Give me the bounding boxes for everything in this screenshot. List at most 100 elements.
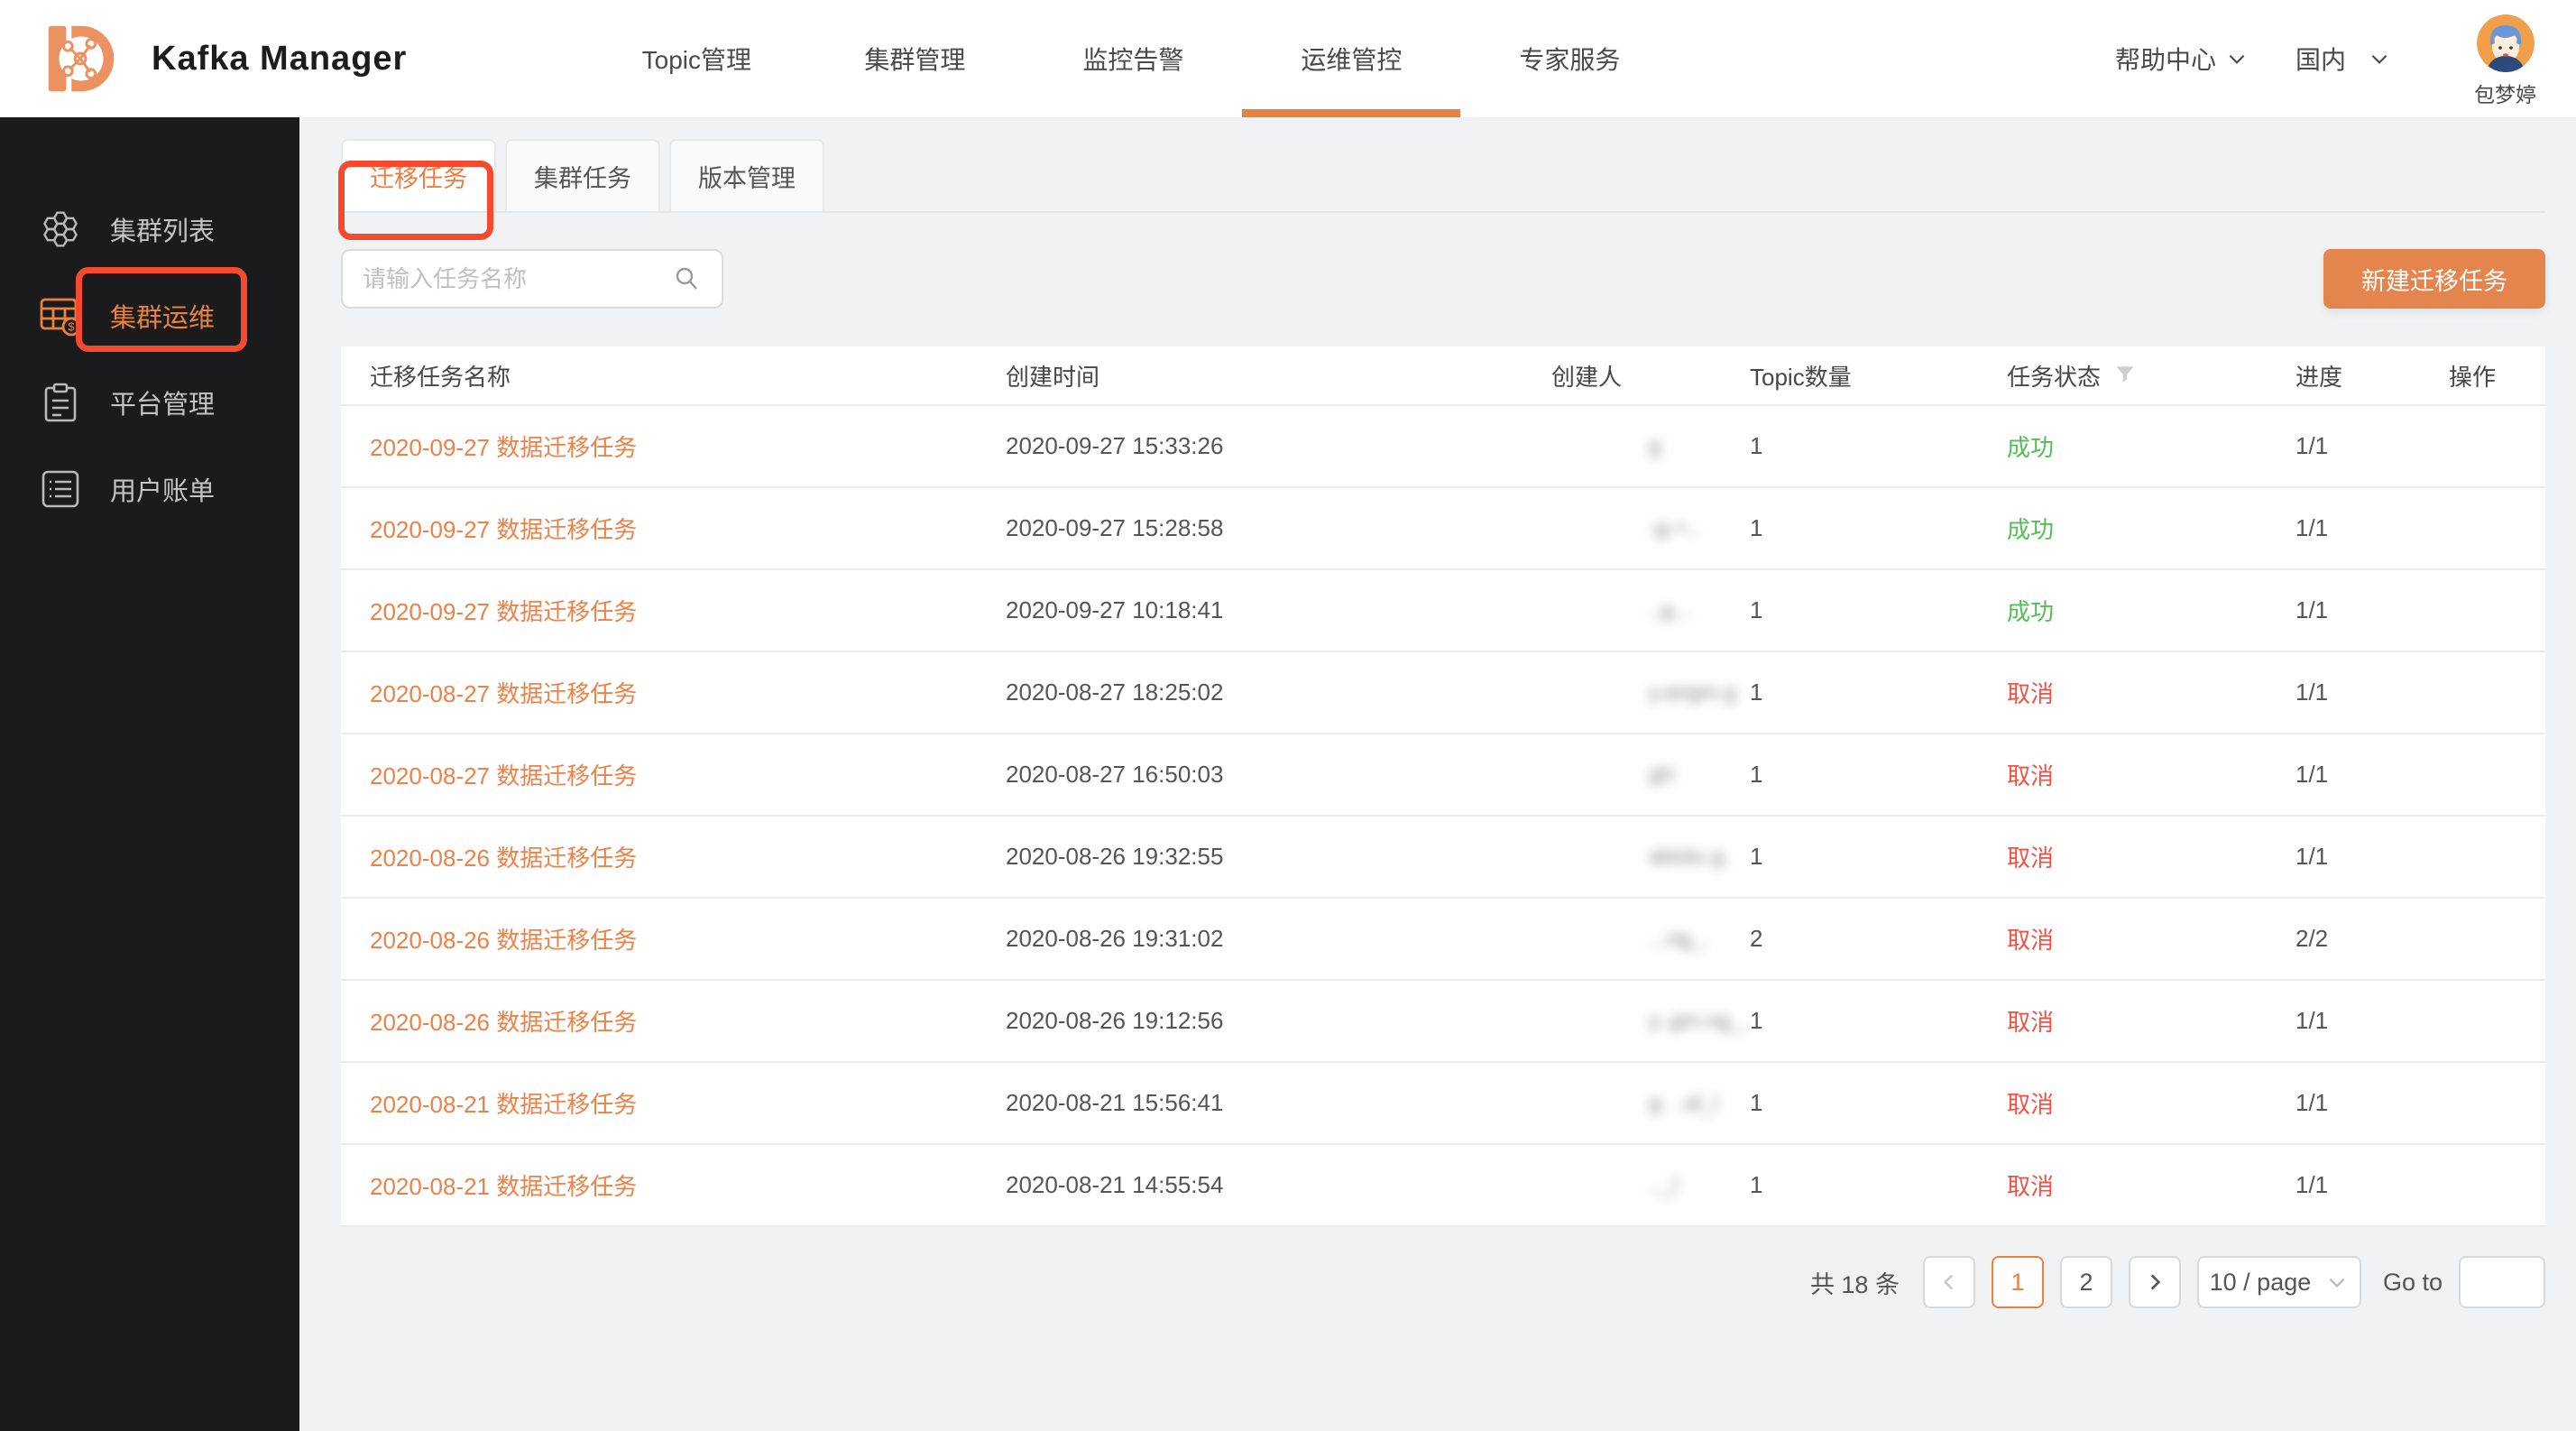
page-size-select[interactable]: 10 / page <box>2196 1256 2361 1308</box>
column-header-creator: 创建人 <box>1551 363 1623 391</box>
table-row: 2020-09-27 数据迁移任务 2020-09-27 15:33:26 g … <box>341 406 2545 488</box>
table-row: 2020-08-27 数据迁移任务 2020-08-27 18:25:02 y.… <box>341 652 2545 734</box>
nav-cluster-management[interactable]: 集群管理 <box>864 46 966 74</box>
table-row: 2020-09-27 数据迁移任务 2020-09-27 15:28:58 -g… <box>341 488 2545 570</box>
billing-table-icon: $ <box>40 298 81 337</box>
created-time: 2020-09-27 15:28:58 <box>1006 514 1224 541</box>
created-time: 2020-09-27 15:33:26 <box>1006 432 1224 459</box>
hexagon-cluster-icon <box>43 211 78 247</box>
task-name-link[interactable]: 2020-08-27 数据迁移任务 <box>370 680 638 707</box>
user-profile[interactable]: 包梦婷 <box>2474 14 2536 108</box>
tab-bar: 迁移任务 集群任务 版本管理 <box>341 137 2545 213</box>
column-header-actions: 操作 <box>2449 363 2497 391</box>
creator-redacted: y..gm.ng_. <box>1649 1008 1749 1033</box>
tab-migration-tasks[interactable]: 迁移任务 <box>341 139 496 211</box>
goto-label: Go to <box>2382 1268 2443 1296</box>
status-badge: 成功 <box>2007 598 2055 625</box>
status-badge: 取消 <box>2007 1091 2055 1118</box>
task-name-link[interactable]: 2020-09-27 数据迁移任务 <box>370 598 638 625</box>
avatar <box>2476 14 2535 72</box>
sidebar-item-platform-management[interactable]: 平台管理 <box>0 359 299 446</box>
table-row: 2020-08-21 数据迁移任务 2020-08-21 14:55:54 ..… <box>341 1145 2545 1227</box>
creator-redacted: abislu g. <box>1649 844 1730 869</box>
task-name-link[interactable]: 2020-08-26 数据迁移任务 <box>370 927 638 954</box>
status-badge: 取消 <box>2007 1009 2055 1036</box>
status-badge: 取消 <box>2007 1173 2055 1200</box>
topic-count: 2 <box>1750 925 1763 952</box>
create-migration-task-button[interactable]: 新建迁移任务 <box>2323 249 2545 309</box>
sidebar-item-label: 平台管理 <box>110 391 216 420</box>
table-header-row: 迁移任务名称 创建时间 创建人 Topic数量 任务状态 进度 操作 <box>341 346 2545 406</box>
search-input[interactable] <box>363 264 671 293</box>
chevron-left-icon <box>1943 1274 1954 1290</box>
task-name-link[interactable]: 2020-09-27 数据迁移任务 <box>370 434 638 461</box>
progress-value: 1/1 <box>2295 432 2329 459</box>
created-time: 2020-08-21 14:55:54 <box>1006 1171 1224 1198</box>
creator-redacted: ...ng_. <box>1649 926 1709 951</box>
topic-count: 1 <box>1750 596 1763 623</box>
prev-page-button[interactable] <box>1922 1256 1975 1308</box>
nav-ops-control[interactable]: 运维管控 <box>1242 0 1461 117</box>
task-name-link[interactable]: 2020-08-21 数据迁移任务 <box>370 1173 638 1200</box>
column-header-topic-count: Topic数量 <box>1750 363 1852 391</box>
table-row: 2020-08-26 数据迁移任务 2020-08-26 19:31:02 ..… <box>341 899 2545 981</box>
progress-value: 1/1 <box>2295 1007 2329 1034</box>
goto-page-input[interactable] <box>2459 1256 2545 1308</box>
svg-text:$: $ <box>68 320 75 334</box>
task-name-link[interactable]: 2020-09-27 数据迁移任务 <box>370 516 638 543</box>
topic-count: 1 <box>1750 1089 1763 1116</box>
search-icon[interactable] <box>671 263 702 294</box>
task-name-link[interactable]: 2020-08-27 数据迁移任务 <box>370 762 638 789</box>
status-badge: 取消 <box>2007 762 2055 789</box>
progress-value: 1/1 <box>2295 596 2329 623</box>
app-logo-icon <box>40 14 128 103</box>
chevron-down-icon <box>2329 1278 2345 1288</box>
created-time: 2020-09-27 10:18:41 <box>1006 596 1224 623</box>
sidebar-item-cluster-ops[interactable]: $ 集群运维 <box>0 272 299 359</box>
region-dropdown[interactable]: 国内 <box>2295 41 2391 77</box>
creator-redacted: g. ..al_l <box>1649 1090 1719 1115</box>
tab-cluster-tasks[interactable]: 集群任务 <box>505 139 660 211</box>
tab-version-management[interactable]: 版本管理 <box>669 139 824 211</box>
sidebar-item-cluster-list[interactable]: 集群列表 <box>0 186 299 272</box>
status-badge: 取消 <box>2007 680 2055 707</box>
chevron-down-icon <box>2371 54 2387 64</box>
nav-monitoring-alerts[interactable]: 监控告警 <box>1082 46 1184 74</box>
created-time: 2020-08-26 19:12:56 <box>1006 1007 1224 1034</box>
progress-value: 1/1 <box>2295 679 2329 706</box>
topic-count: 1 <box>1750 1007 1763 1034</box>
topic-count: 1 <box>1750 679 1763 706</box>
page-button-2[interactable]: 2 <box>2059 1256 2112 1308</box>
table-row: 2020-08-21 数据迁移任务 2020-08-21 15:56:41 g.… <box>341 1063 2545 1145</box>
topic-count: 1 <box>1750 514 1763 541</box>
topic-count: 1 <box>1750 761 1763 788</box>
filter-funnel-icon[interactable] <box>2113 364 2137 387</box>
task-name-link[interactable]: 2020-08-26 数据迁移任务 <box>370 845 638 872</box>
created-time: 2020-08-26 19:32:55 <box>1006 843 1224 870</box>
created-time: 2020-08-26 19:31:02 <box>1006 925 1224 952</box>
progress-value: 1/1 <box>2295 514 2329 541</box>
page-button-1[interactable]: 1 <box>1991 1256 2044 1308</box>
creator-redacted: y.angm.g <box>1649 679 1736 705</box>
table-row: 2020-08-26 数据迁移任务 2020-08-26 19:32:55 ab… <box>341 817 2545 899</box>
next-page-button[interactable] <box>2128 1256 2181 1308</box>
nav-topic-management[interactable]: Topic管理 <box>641 46 752 74</box>
toolbar: 新建迁移任务 <box>341 249 2545 309</box>
topic-count: 1 <box>1750 1171 1763 1198</box>
progress-value: 1/1 <box>2295 1171 2329 1198</box>
sidebar-item-user-billing[interactable]: 用户账单 <box>0 446 299 532</box>
nav-expert-services[interactable]: 专家服务 <box>1519 46 1621 74</box>
main-content: 迁移任务 集群任务 版本管理 新建迁移任务 迁移任务名称 创建时间 <box>299 117 2576 1431</box>
topic-count: 1 <box>1750 843 1763 870</box>
list-icon <box>41 470 79 508</box>
total-count: 共 18 条 <box>1809 1270 1900 1298</box>
table-row: 2020-08-27 数据迁移任务 2020-08-27 16:50:03 gh… <box>341 734 2545 817</box>
search-box <box>341 249 723 309</box>
help-center-dropdown[interactable]: 帮助中心 <box>2115 41 2249 77</box>
task-name-link[interactable]: 2020-08-26 数据迁移任务 <box>370 1009 638 1036</box>
migration-task-table: 迁移任务名称 创建时间 创建人 Topic数量 任务状态 进度 操作 2020-… <box>341 346 2545 1227</box>
chevron-right-icon <box>2150 1274 2161 1290</box>
task-name-link[interactable]: 2020-08-21 数据迁移任务 <box>370 1091 638 1118</box>
status-badge: 取消 <box>2007 927 2055 954</box>
